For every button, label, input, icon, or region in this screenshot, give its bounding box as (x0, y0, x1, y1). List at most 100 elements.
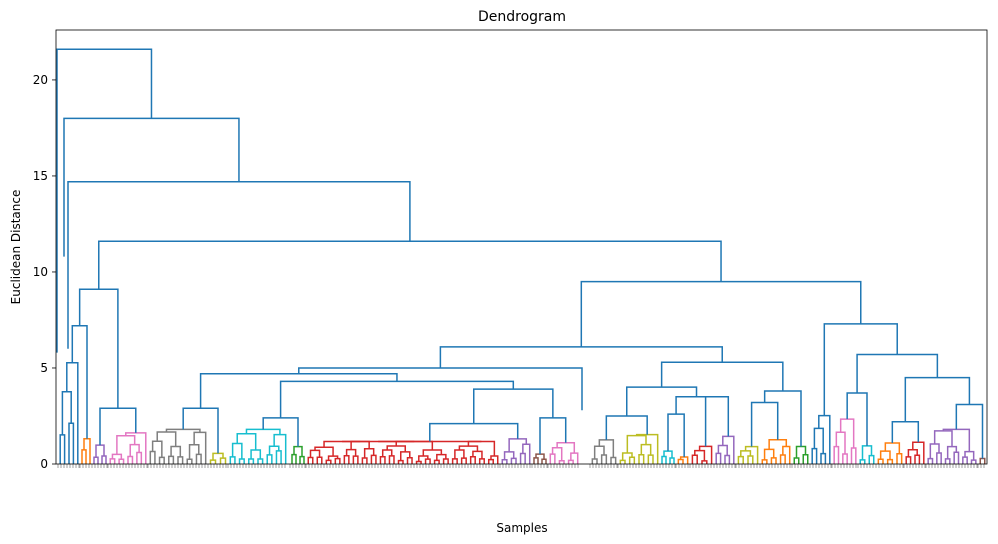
dendrogram-link (896, 452, 903, 464)
y-tick-label: 0 (40, 457, 48, 471)
dendrogram-link (833, 445, 840, 464)
dendrogram-link (510, 457, 517, 464)
dendrogram-link (116, 434, 136, 455)
dendrogram-link (813, 427, 824, 454)
y-tick-label: 20 (33, 73, 48, 87)
dendrogram-link (820, 452, 827, 464)
y-tick-label: 5 (40, 361, 48, 375)
dendrogram-link (245, 428, 281, 435)
dendrogram-link (56, 48, 153, 353)
dendrogram-link (667, 413, 685, 458)
dendrogram-link (914, 454, 921, 464)
dendrogram-link (522, 443, 531, 464)
dendrogram-link (406, 457, 413, 464)
y-axis: 0 5 10 15 20 (33, 73, 56, 471)
dendrogram-link (248, 458, 255, 464)
dendrogram-link (626, 434, 647, 453)
dendrogram-link (101, 455, 107, 464)
dendrogram-link (669, 457, 675, 464)
dendrogram-link (501, 459, 508, 464)
dendrogram-link (737, 455, 744, 464)
dendrogram-link (846, 392, 868, 446)
dendrogram-link (98, 240, 722, 290)
dendrogram-link (460, 457, 467, 464)
dendrogram-link (165, 428, 201, 433)
dendrogram-link (591, 458, 598, 464)
dendrogram-link (182, 407, 219, 454)
dendrogram-link (850, 447, 857, 464)
dendrogram-link (558, 459, 565, 464)
dendrogram-link (675, 396, 717, 415)
dendrogram-link (469, 456, 476, 464)
dendrogram-link (722, 435, 735, 464)
dendrogram-link (61, 391, 72, 435)
plot-frame (55, 29, 988, 465)
dendrogram-link (111, 453, 123, 460)
dendrogram-link (136, 451, 143, 464)
dendrogram-link (299, 455, 305, 464)
dendrogram-link (927, 457, 934, 464)
dendrogram-link (750, 401, 779, 447)
dendrogram-link (266, 454, 273, 464)
dendrogram-link (386, 445, 407, 452)
dendrogram-link (761, 459, 768, 464)
dendrogram-link (433, 459, 440, 464)
dendrogram-link (66, 361, 79, 464)
dendrogram-link (942, 428, 971, 452)
x-leaf-ticks (57, 464, 985, 468)
dendrogram-link (661, 455, 667, 464)
dendrogram-link (99, 407, 137, 446)
dendrogram-link (946, 445, 958, 459)
y-tick-label: 10 (33, 265, 48, 279)
dendrogram-link (962, 456, 968, 464)
dendrogram-link (724, 454, 731, 464)
dendrogram-link (275, 450, 282, 464)
dendrogram-link (508, 438, 528, 452)
dendrogram-link (71, 324, 88, 439)
dendrogram-link (839, 418, 855, 449)
dendrogram-link (715, 452, 722, 464)
dendrogram-link (635, 433, 659, 464)
dendrogram-link (95, 444, 105, 458)
dendrogram-link (316, 456, 323, 464)
dendrogram-link (487, 458, 494, 464)
y-axis-label: Euclidean Distance (9, 190, 23, 305)
dendrogram-link (370, 454, 377, 464)
dendrogram-link (231, 442, 243, 459)
dendrogram-link (109, 458, 116, 464)
dendrogram-link (78, 288, 119, 409)
dendrogram-link (907, 449, 918, 457)
dendrogram-link (964, 450, 975, 461)
dendrogram-link (291, 453, 297, 464)
chart-title: Dendrogram (478, 9, 566, 25)
dendrogram-link (361, 457, 368, 464)
dendrogram-link (877, 458, 884, 464)
dendrogram-link (979, 457, 986, 464)
dendrogram-link (912, 441, 925, 464)
dendrogram-link (944, 458, 951, 464)
dendrogram-link (212, 452, 224, 461)
dendrogram-link (763, 390, 802, 447)
dendrogram-link (811, 447, 818, 464)
dendrogram-link (67, 180, 411, 349)
dendrogram-link (307, 456, 314, 464)
dendrogram-link (429, 422, 519, 442)
y-tick-label: 15 (33, 169, 48, 183)
dendrogram-link (626, 386, 698, 416)
dendrogram-link (279, 380, 515, 418)
dendrogram-link (770, 457, 777, 464)
dendrogram-link (856, 353, 939, 393)
dendrogram-link (677, 458, 684, 464)
plot-area (56, 48, 986, 468)
dendrogram-link (397, 459, 404, 464)
dendrogram-link (415, 460, 422, 464)
dendrogram-link (744, 445, 759, 464)
dendrogram-link (598, 439, 615, 458)
dendrogram-link (472, 450, 483, 459)
dendrogram-link (793, 457, 800, 464)
dendrogram-link (768, 439, 788, 450)
dendrogram-link (647, 454, 654, 464)
x-axis-label: Samples (496, 521, 547, 535)
